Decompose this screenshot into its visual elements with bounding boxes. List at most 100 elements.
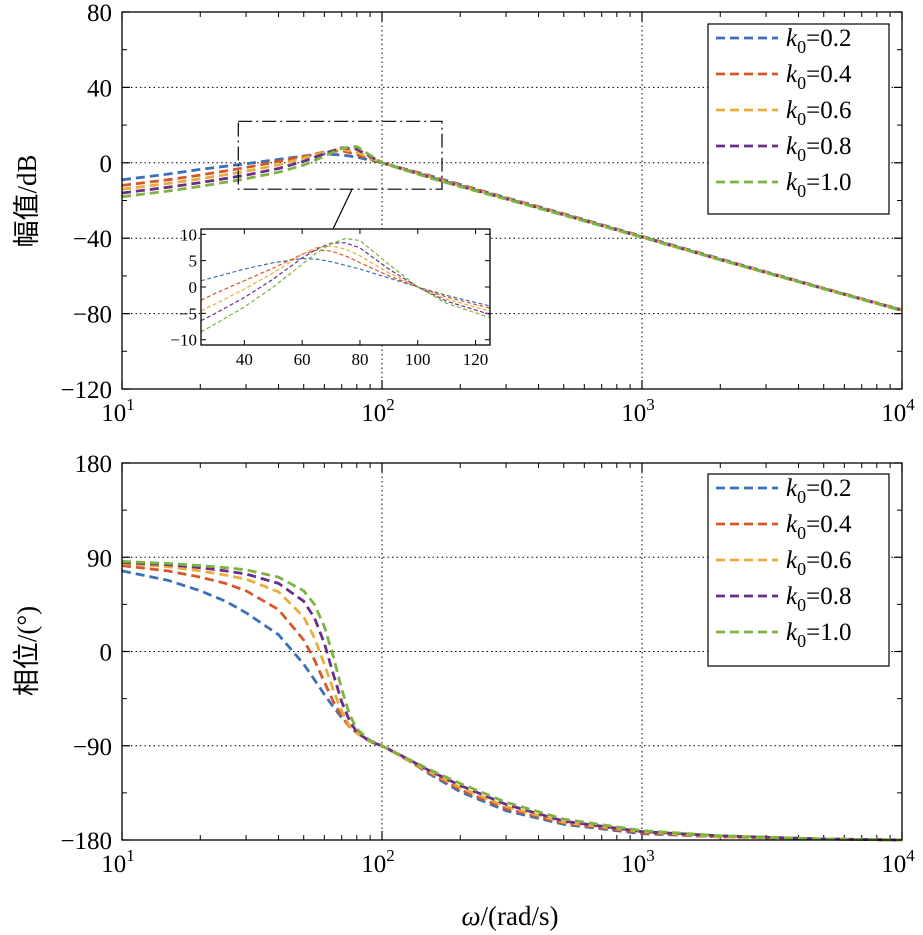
legend-value: =0.2 [806,475,851,502]
y-tick-label: 0 [100,151,113,178]
legend-value: =0.8 [806,583,851,610]
legend-subscript: 0 [797,37,806,57]
x-tick-base: 10 [881,400,906,427]
legend-subscript: 0 [797,181,806,201]
legend-k: k [786,547,798,574]
x-tick-exponent: 4 [906,846,915,865]
legend-entry-k0=0.4: k0=0.4 [786,511,852,543]
x-tick-label: 104 [881,846,915,878]
legend-entry-k0=1.0: k0=1.0 [786,169,851,201]
legend-value: =0.4 [806,61,852,88]
x-tick-exponent: 1 [126,846,135,865]
inset-y-tick-label: 5 [189,252,198,271]
x-axis-label-units: /(rad/s) [481,901,559,931]
series-line-k0=0.6 [121,562,903,842]
inset-y-tick-label: −5 [179,304,197,323]
inset-x-tick-label: 80 [351,350,368,369]
inset-zoom-plot: 10 5 0 −5 −10 40 60 80 100 120 [170,225,491,369]
legend-subscript: 0 [797,109,806,129]
legend-value: =0.2 [806,25,851,52]
y-tick-label: 90 [87,545,112,572]
inset-x-tick-labels: 40 60 80 100 120 [236,350,488,369]
inset-y-tick-label: 10 [180,225,197,244]
inset-axes-frame [200,228,491,346]
phase-x-axis-label: ω/(rad/s) [461,901,558,931]
x-tick-base: 10 [101,400,126,427]
y-tick-label: −180 [60,828,112,855]
inset-x-tick-label: 120 [463,350,489,369]
legend-entry-k0=0.6: k0=0.6 [786,97,851,129]
legend-k: k [786,169,798,196]
legend-value: =0.6 [806,547,851,574]
series-line-k0=0.8 [121,561,903,842]
x-tick-exponent: 2 [386,846,395,865]
legend-value: =1.0 [806,619,851,646]
legend-subscript: 0 [797,523,806,543]
legend-k: k [786,475,798,502]
legend-subscript: 0 [797,73,806,93]
legend-subscript: 0 [797,145,806,165]
magnitude-axes-frame [121,11,903,390]
phase-axes-frame [121,462,903,841]
phase-legend-box [707,473,890,667]
x-tick-label: 101 [101,395,135,427]
phase-legend: k0=0.2k0=0.4k0=0.6k0=0.8k0=1.0 [707,473,890,667]
x-tick-label: 104 [881,395,915,427]
magnitude-x-tick-labels: 101 102 103 104 [101,395,915,427]
legend-entry-k0=0.8: k0=0.8 [786,583,851,615]
legend-k: k [786,61,798,88]
legend-k: k [786,583,798,610]
x-tick-label: 101 [101,846,135,878]
legend-k: k [786,619,798,646]
legend-entry-k0=0.8: k0=0.8 [786,133,851,165]
x-tick-base: 10 [621,851,646,878]
x-tick-base: 10 [881,851,906,878]
legend-k: k [786,511,798,538]
x-tick-base: 10 [361,400,386,427]
phase-y-axis-label: 相位/(°) [12,606,42,696]
y-tick-label: 40 [87,75,112,102]
x-tick-label: 103 [621,395,655,427]
phase-y-tick-labels: 180 90 0 −90 −180 [60,451,112,855]
legend-entry-k0=1.0: k0=1.0 [786,619,851,651]
legend-entry-k0=0.2: k0=0.2 [786,25,851,57]
series-line-k0=1.0 [121,560,903,842]
inset-ticks [201,229,490,345]
legend-k: k [786,133,798,160]
y-tick-label: −120 [60,377,112,404]
x-tick-label: 103 [621,846,655,878]
x-tick-label: 102 [361,395,395,427]
legend-subscript: 0 [797,559,806,579]
x-tick-base: 10 [101,851,126,878]
x-tick-exponent: 1 [126,395,135,414]
legend-subscript: 0 [797,595,806,615]
inset-background [201,229,490,345]
inset-x-tick-label: 60 [294,350,311,369]
phase-x-tick-labels: 101 102 103 104 [101,846,915,878]
zoom-region-box [237,120,443,190]
y-tick-label: 80 [87,0,112,27]
inset-x-tick-label: 40 [236,350,253,369]
y-tick-label: −40 [73,226,112,253]
legend-value: =0.8 [806,133,851,160]
legend-value: =0.4 [806,511,852,538]
phase-series-lines [121,560,903,842]
x-tick-label: 102 [361,846,395,878]
x-tick-exponent: 3 [646,846,655,865]
legend-subscript: 0 [797,631,806,651]
legend-k: k [786,97,798,124]
y-tick-label: 180 [75,451,113,478]
inset-y-tick-labels: 10 5 0 −5 −10 [170,225,197,349]
inset-series-lines [200,237,491,333]
inset-series-line-k0=1.0 [200,237,491,333]
legend-entry-k0=0.6: k0=0.6 [786,547,851,579]
legend-value: =1.0 [806,169,851,196]
zoom-connector-line [332,188,353,230]
x-tick-base: 10 [361,851,386,878]
y-tick-label: −90 [73,734,112,761]
x-tick-exponent: 4 [906,395,915,414]
inset-y-tick-label: 0 [189,278,198,297]
